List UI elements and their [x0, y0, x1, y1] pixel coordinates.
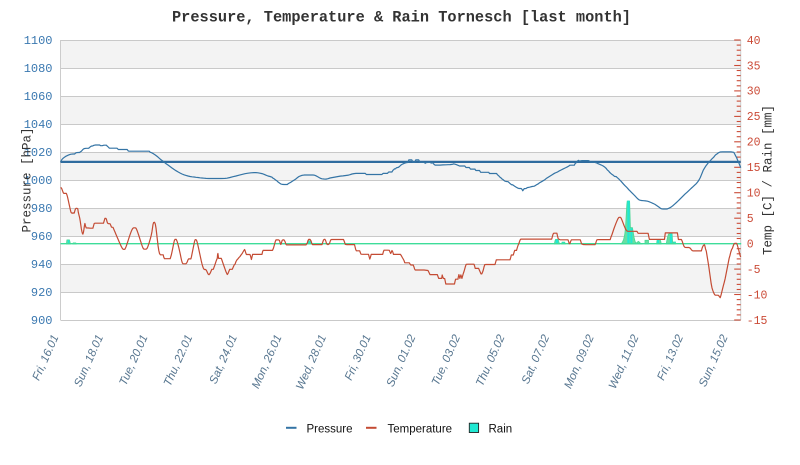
svg-text:Rain: Rain [489, 423, 513, 435]
svg-text:900: 900 [31, 314, 53, 328]
svg-text:10: 10 [747, 188, 761, 201]
svg-text:Pressure, Temperature & Rain T: Pressure, Temperature & Rain Tornesch [l… [172, 9, 631, 27]
svg-text:-10: -10 [747, 289, 768, 302]
svg-text:960: 960 [31, 230, 53, 244]
svg-text:15: 15 [747, 162, 761, 175]
svg-text:5: 5 [747, 213, 754, 226]
svg-text:1080: 1080 [24, 62, 53, 76]
svg-text:1040: 1040 [24, 118, 53, 132]
svg-text:Temp [C] / Rain [mm]: Temp [C] / Rain [mm] [762, 105, 776, 255]
svg-text:980: 980 [31, 202, 53, 216]
svg-text:Pressure: Pressure [307, 423, 353, 435]
svg-text:Pressure [hPa]: Pressure [hPa] [21, 127, 35, 232]
svg-text:1020: 1020 [24, 146, 53, 160]
svg-text:30: 30 [747, 86, 761, 99]
svg-text:35: 35 [747, 60, 761, 73]
svg-text:920: 920 [31, 286, 53, 300]
svg-text:-15: -15 [747, 315, 768, 328]
svg-text:Temperature: Temperature [388, 423, 453, 435]
svg-text:-5: -5 [747, 264, 761, 277]
svg-text:25: 25 [747, 111, 761, 124]
svg-text:1100: 1100 [24, 34, 53, 48]
svg-text:0: 0 [747, 238, 754, 251]
svg-text:940: 940 [31, 258, 53, 272]
svg-text:1060: 1060 [24, 90, 53, 104]
svg-text:40: 40 [747, 35, 761, 48]
svg-text:20: 20 [747, 137, 761, 150]
svg-text:1000: 1000 [24, 174, 53, 188]
